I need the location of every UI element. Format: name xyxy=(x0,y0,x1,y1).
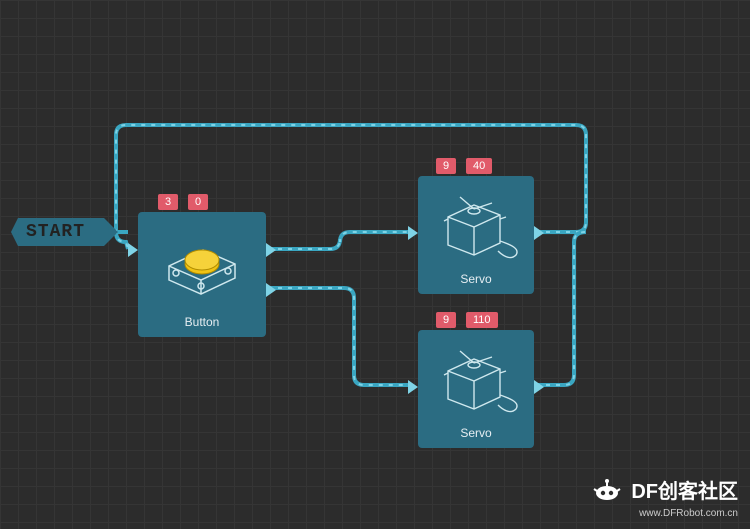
servo1-label: Servo xyxy=(418,272,534,292)
watermark-subtitle: www.DFRobot.com.cn xyxy=(593,508,738,519)
servo2-illustration xyxy=(418,330,534,426)
output-port[interactable] xyxy=(266,283,276,297)
wire xyxy=(268,288,408,385)
servo1-node[interactable]: Servo 940 xyxy=(418,176,534,294)
param-tag[interactable]: 9 xyxy=(436,312,456,328)
wire-dash xyxy=(268,288,408,385)
robot-icon xyxy=(593,479,621,508)
button-node[interactable]: Button 30 xyxy=(138,212,266,337)
button-label: Button xyxy=(138,315,266,335)
servo2-node[interactable]: Servo 9110 xyxy=(418,330,534,448)
output-port[interactable] xyxy=(534,380,544,394)
input-port[interactable] xyxy=(408,380,418,394)
input-port[interactable] xyxy=(128,243,138,257)
wire-dash xyxy=(536,232,586,385)
param-tag[interactable]: 0 xyxy=(188,194,208,210)
output-port[interactable] xyxy=(534,226,544,240)
button-illustration xyxy=(138,212,266,315)
output-port[interactable] xyxy=(266,243,276,257)
param-tag[interactable]: 3 xyxy=(158,194,178,210)
param-tag[interactable]: 40 xyxy=(466,158,492,174)
watermark: DF创客社区 www.DFRobot.com.cn xyxy=(593,475,738,519)
param-tag[interactable]: 110 xyxy=(466,312,498,328)
input-port[interactable] xyxy=(408,226,418,240)
param-tag[interactable]: 9 xyxy=(436,158,456,174)
servo2-label: Servo xyxy=(418,426,534,446)
start-node[interactable]: START xyxy=(18,218,104,246)
servo1-illustration xyxy=(418,176,534,272)
watermark-title: DF创客社区 xyxy=(631,481,738,503)
start-label: START xyxy=(26,222,85,242)
wire-layer xyxy=(0,0,750,529)
wire xyxy=(536,232,586,385)
